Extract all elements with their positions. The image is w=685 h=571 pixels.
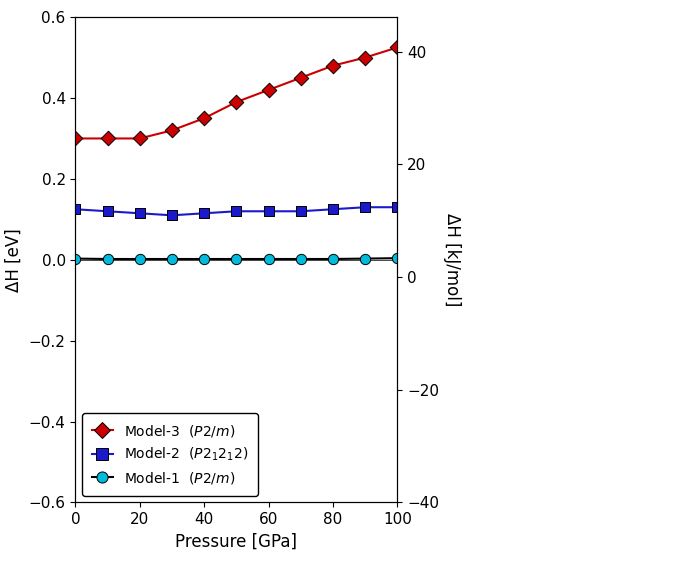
Point xyxy=(263,207,274,216)
Point xyxy=(231,207,242,216)
Point xyxy=(263,255,274,264)
Point xyxy=(70,134,81,143)
X-axis label: Pressure [GPa]: Pressure [GPa] xyxy=(175,533,297,551)
Point xyxy=(102,255,113,264)
Point xyxy=(199,255,210,264)
Point xyxy=(166,126,177,135)
Legend: Model-3  ($P2/m$), Model-2  ($P2_12_12$), Model-1  ($P2/m$): Model-3 ($P2/m$), Model-2 ($P2_12_12$), … xyxy=(82,413,258,496)
Point xyxy=(70,204,81,214)
Y-axis label: ΔH [kJ/mol]: ΔH [kJ/mol] xyxy=(443,213,461,307)
Point xyxy=(392,254,403,263)
Point xyxy=(199,114,210,123)
Point xyxy=(231,255,242,264)
Point xyxy=(263,85,274,94)
Point xyxy=(166,255,177,264)
Point xyxy=(295,207,306,216)
Point xyxy=(295,255,306,264)
Point xyxy=(102,207,113,216)
Point xyxy=(199,209,210,218)
Point xyxy=(295,73,306,82)
Point xyxy=(327,61,338,70)
Point xyxy=(360,203,371,212)
Point xyxy=(102,134,113,143)
Point xyxy=(392,43,403,52)
Y-axis label: ΔH [eV]: ΔH [eV] xyxy=(5,228,23,292)
Point xyxy=(134,134,145,143)
Point xyxy=(70,254,81,263)
Point xyxy=(327,255,338,264)
Point xyxy=(166,211,177,220)
Point xyxy=(360,254,371,263)
Point xyxy=(134,255,145,264)
Point xyxy=(327,204,338,214)
Point xyxy=(134,209,145,218)
Point xyxy=(231,98,242,107)
Point xyxy=(392,203,403,212)
Point xyxy=(360,53,371,62)
